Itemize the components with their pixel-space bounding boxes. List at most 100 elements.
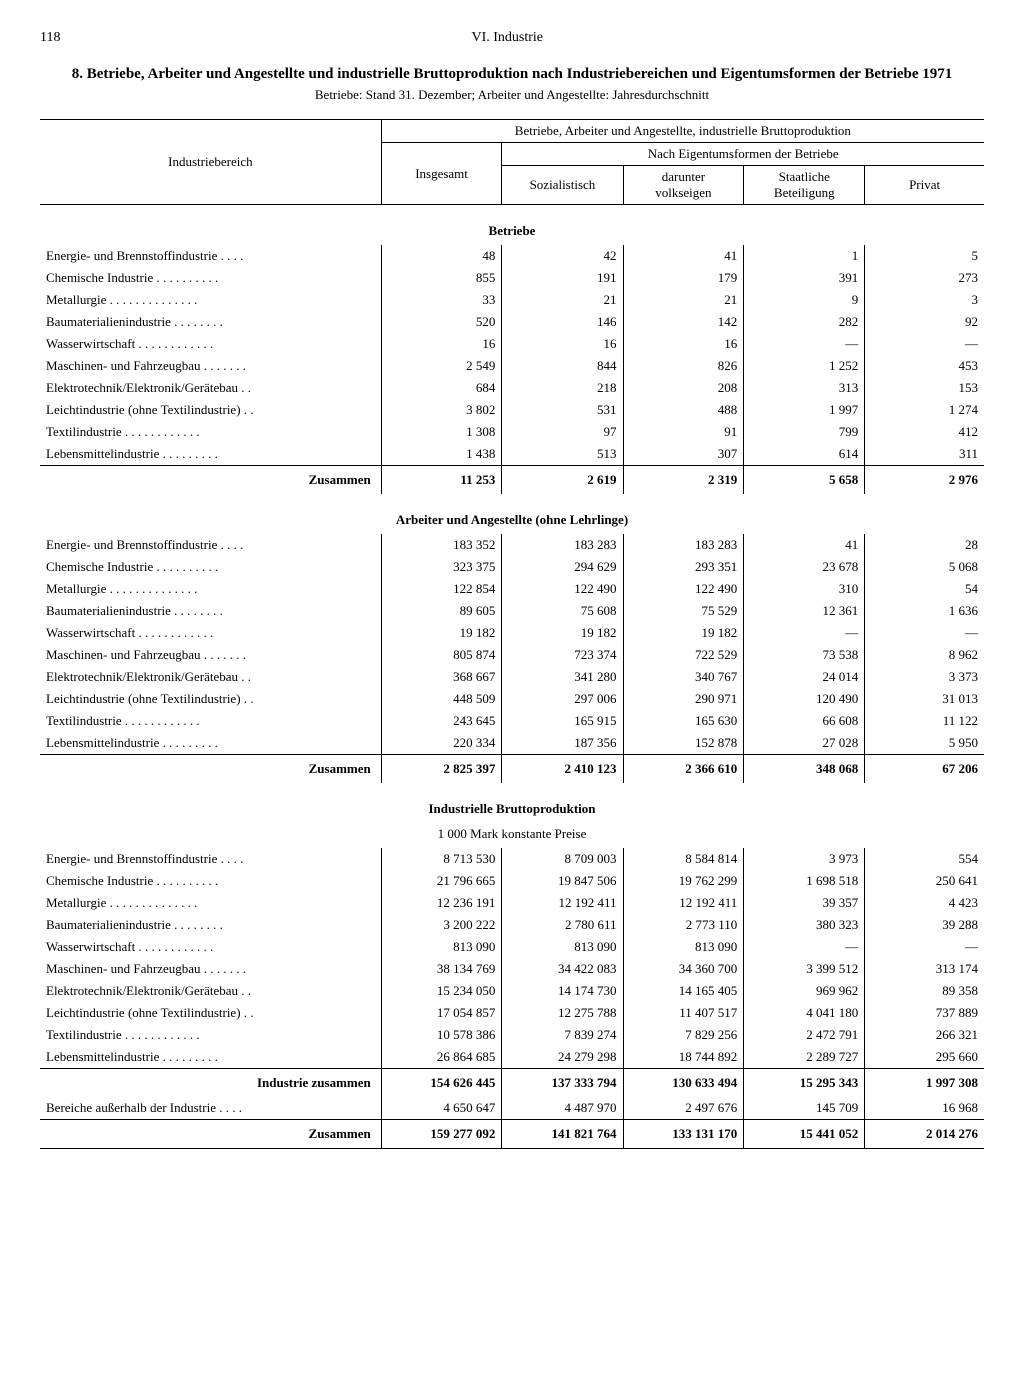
cell-value: — xyxy=(744,333,865,355)
row-label: Elektrotechnik/Elektronik/Gerätebau . . xyxy=(40,377,381,399)
cell-value: 10 578 386 xyxy=(381,1024,502,1046)
cell-value: 15 234 050 xyxy=(381,980,502,1002)
cell-value: 16 xyxy=(381,333,502,355)
cell-value: — xyxy=(744,936,865,958)
table-row: Chemische Industrie . . . . . . . . . . … xyxy=(40,556,984,578)
table-row: Leichtindustrie (ohne Textilindustrie) .… xyxy=(40,1002,984,1024)
header-privat: Privat xyxy=(865,166,984,205)
header-span: Betriebe, Arbeiter und Angestellte, indu… xyxy=(381,120,984,143)
cell-value: 282 xyxy=(744,311,865,333)
cell-value: 310 xyxy=(744,578,865,600)
cell-value: 33 xyxy=(381,289,502,311)
cell-value: 722 529 xyxy=(623,644,744,666)
chapter-title: VI. Industrie xyxy=(471,30,543,46)
header-insgesamt: Insgesamt xyxy=(381,143,502,205)
cell-value: 42 xyxy=(502,245,623,267)
cell-value: 11 407 517 xyxy=(623,1002,744,1024)
cell-value: 75 529 xyxy=(623,600,744,622)
row-label: Lebensmittelindustrie . . . . . . . . . xyxy=(40,1046,381,1069)
section-title: Arbeiter und Angestellte (ohne Lehrlinge… xyxy=(40,494,984,534)
cell-value: 187 356 xyxy=(502,732,623,755)
row-label: Energie- und Brennstoffindustrie . . . . xyxy=(40,848,381,870)
row-label: Wasserwirtschaft . . . . . . . . . . . . xyxy=(40,333,381,355)
table-row: Lebensmittelindustrie . . . . . . . . . … xyxy=(40,1046,984,1069)
header-industriebereich: Industriebereich xyxy=(40,120,381,205)
cell-value: 21 xyxy=(502,289,623,311)
table-title: 8. Betriebe, Arbeiter und Angestellte un… xyxy=(40,66,984,83)
cell-value: 723 374 xyxy=(502,644,623,666)
row-label: Maschinen- und Fahrzeugbau . . . . . . . xyxy=(40,644,381,666)
cell-value: 9 xyxy=(744,289,865,311)
cell-value: 75 608 xyxy=(502,600,623,622)
cell-value: 2 780 611 xyxy=(502,914,623,936)
cell-value: 21 796 665 xyxy=(381,870,502,892)
cell-value: 311 xyxy=(865,443,984,466)
cell-value: 91 xyxy=(623,421,744,443)
row-label: Wasserwirtschaft . . . . . . . . . . . . xyxy=(40,622,381,644)
cell-value: 97 xyxy=(502,421,623,443)
cell-value: 179 xyxy=(623,267,744,289)
cell-value: 183 283 xyxy=(623,534,744,556)
cell-value: 520 xyxy=(381,311,502,333)
cell-value: 799 xyxy=(744,421,865,443)
table-row: Metallurgie . . . . . . . . . . . . . . … xyxy=(40,289,984,311)
cell-value: 8 709 003 xyxy=(502,848,623,870)
row-label: Chemische Industrie . . . . . . . . . . xyxy=(40,267,381,289)
sum-value: 130 633 494 xyxy=(623,1069,744,1098)
sum-row: Zusammen11 2532 6192 3195 6582 976 xyxy=(40,466,984,495)
cell-value: 1 308 xyxy=(381,421,502,443)
cell-value: 684 xyxy=(381,377,502,399)
table-subtitle: Betriebe: Stand 31. Dezember; Arbeiter u… xyxy=(40,87,984,103)
row-label: Energie- und Brennstoffindustrie . . . . xyxy=(40,534,381,556)
cell-value: 220 334 xyxy=(381,732,502,755)
cell-value: 855 xyxy=(381,267,502,289)
cell-value: 142 xyxy=(623,311,744,333)
cell-value: 12 236 191 xyxy=(381,892,502,914)
cell-value: 31 013 xyxy=(865,688,984,710)
cell-value: 183 283 xyxy=(502,534,623,556)
row-label: Elektrotechnik/Elektronik/Gerätebau . . xyxy=(40,666,381,688)
cell-value: 813 090 xyxy=(623,936,744,958)
cell-value: 24 014 xyxy=(744,666,865,688)
cell-value: 28 xyxy=(865,534,984,556)
cell-value: 313 xyxy=(744,377,865,399)
cell-value: 5 950 xyxy=(865,732,984,755)
cell-value: 165 630 xyxy=(623,710,744,732)
cell-value: 153 xyxy=(865,377,984,399)
row-label: Lebensmittelindustrie . . . . . . . . . xyxy=(40,732,381,755)
row-label: Energie- und Brennstoffindustrie . . . . xyxy=(40,245,381,267)
cell-value: 16 xyxy=(502,333,623,355)
cell-value: 813 090 xyxy=(502,936,623,958)
cell-value: 323 375 xyxy=(381,556,502,578)
row-label: Chemische Industrie . . . . . . . . . . xyxy=(40,870,381,892)
table-row: Leichtindustrie (ohne Textilindustrie) .… xyxy=(40,399,984,421)
cell-value: 3 373 xyxy=(865,666,984,688)
cell-value: 24 279 298 xyxy=(502,1046,623,1069)
cell-value: 122 490 xyxy=(502,578,623,600)
header-staatliche: StaatlicheBeteiligung xyxy=(744,166,865,205)
cell-value: 73 538 xyxy=(744,644,865,666)
cell-value: 1 xyxy=(744,245,865,267)
row-label: Metallurgie . . . . . . . . . . . . . . xyxy=(40,892,381,914)
table-row: Elektrotechnik/Elektronik/Gerätebau . . … xyxy=(40,980,984,1002)
cell-value: 273 xyxy=(865,267,984,289)
sum-value: 15 295 343 xyxy=(744,1069,865,1098)
cell-value: 218 xyxy=(502,377,623,399)
cell-value: 66 608 xyxy=(744,710,865,732)
cell-value: — xyxy=(865,622,984,644)
cell-value: 41 xyxy=(623,245,744,267)
cell-value: 16 968 xyxy=(865,1097,984,1120)
cell-value: — xyxy=(865,333,984,355)
cell-value: — xyxy=(865,936,984,958)
cell-value: 7 839 274 xyxy=(502,1024,623,1046)
cell-value: 2 497 676 xyxy=(623,1097,744,1120)
row-label: Textilindustrie . . . . . . . . . . . . xyxy=(40,710,381,732)
cell-value: 5 xyxy=(865,245,984,267)
cell-value: 19 182 xyxy=(381,622,502,644)
table-row: Textilindustrie . . . . . . . . . . . . … xyxy=(40,1024,984,1046)
sum-label: Zusammen xyxy=(40,755,381,784)
cell-value: 614 xyxy=(744,443,865,466)
sum-value: 5 658 xyxy=(744,466,865,495)
cell-value: 208 xyxy=(623,377,744,399)
cell-value: 41 xyxy=(744,534,865,556)
